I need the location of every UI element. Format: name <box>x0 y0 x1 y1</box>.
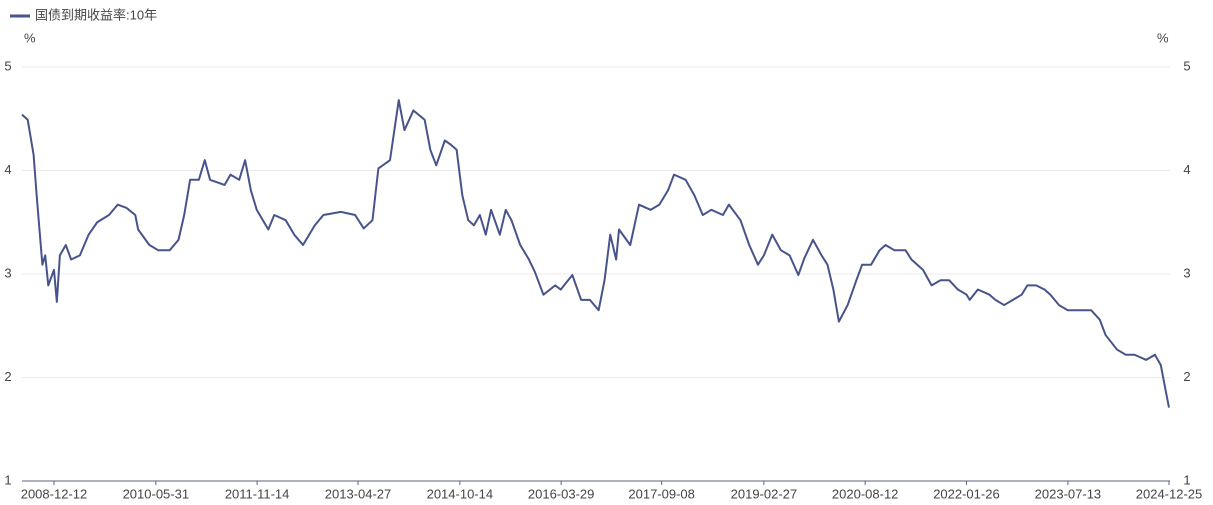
y-tick-label: 5 <box>4 58 11 73</box>
y2-tick-label: 3 <box>1183 265 1190 280</box>
y2-tick-label: 2 <box>1183 369 1190 384</box>
y-tick-label: 1 <box>4 472 11 487</box>
x-tick-label: 2013-04-27 <box>325 486 392 501</box>
x-tick-label: 2008-12-12 <box>21 486 88 501</box>
x-tick-label: 2022-01-26 <box>933 486 1000 501</box>
x-tick-label: 2011-11-14 <box>225 486 290 501</box>
x-tick-label: 2014-10-14 <box>427 486 494 501</box>
left-unit: % <box>24 30 36 45</box>
y-tick-label: 3 <box>4 265 11 280</box>
legend-label: 国债到期收益率:10年 <box>35 7 157 22</box>
right-unit: % <box>1157 30 1169 45</box>
x-tick-label: 2023-07-13 <box>1035 486 1102 501</box>
x-tick-label: 2024-12-25 <box>1136 486 1203 501</box>
y-tick-label: 2 <box>4 369 11 384</box>
y-tick-label: 4 <box>4 162 11 177</box>
x-tick-label: 2019-02-27 <box>731 486 798 501</box>
x-tick-label: 2016-03-29 <box>528 486 595 501</box>
y2-tick-label: 1 <box>1183 472 1190 487</box>
x-tick-label: 2010-05-31 <box>123 486 190 501</box>
y2-tick-label: 5 <box>1183 58 1190 73</box>
x-tick-label: 2020-08-12 <box>832 486 899 501</box>
series-line <box>21 99 1170 408</box>
x-tick-label: 2017-09-08 <box>628 486 695 501</box>
y2-tick-label: 4 <box>1183 162 1190 177</box>
